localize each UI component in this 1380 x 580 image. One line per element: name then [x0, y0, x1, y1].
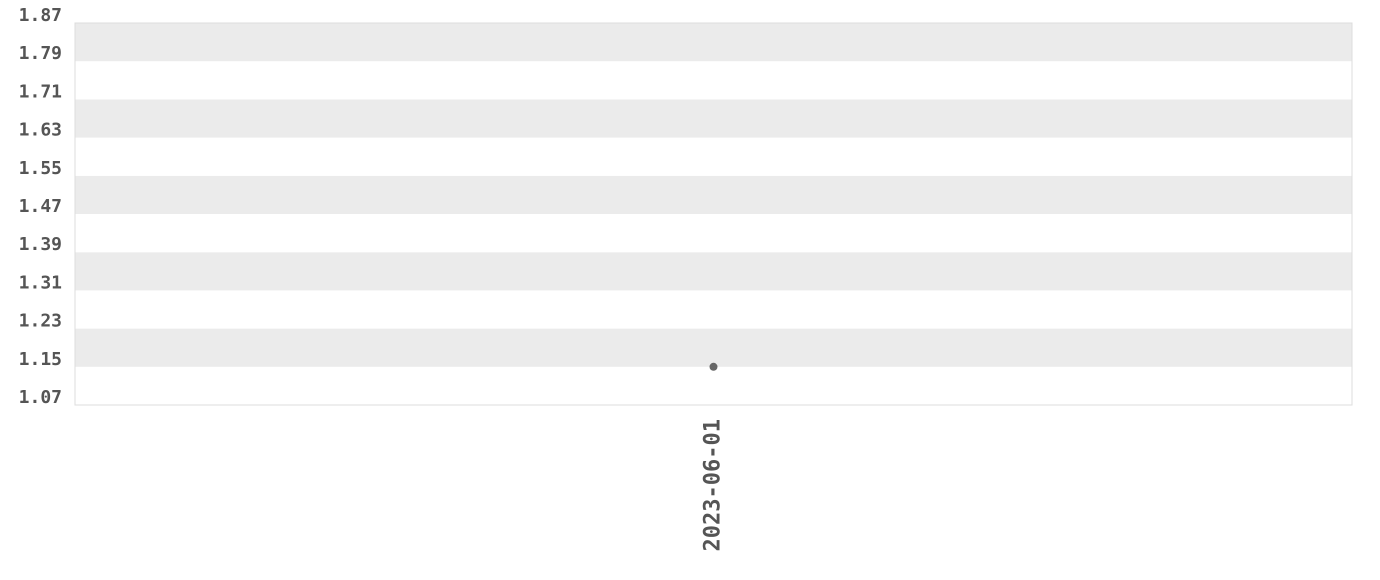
plot-border	[74, 22, 1353, 406]
y-tick-label: 1.79	[19, 43, 62, 64]
point	[709, 362, 718, 371]
x-tick-label: 2023-06-01	[701, 419, 726, 551]
y-tick-label: 1.55	[19, 158, 62, 179]
grid-band	[75, 214, 1352, 253]
y-tick-label: 1.39	[19, 234, 62, 255]
grid-band	[75, 23, 1352, 62]
y-tick-label: 1.31	[19, 272, 62, 293]
grid-band	[75, 290, 1352, 329]
grid-band	[75, 61, 1352, 100]
y-tick-label: 1.07	[19, 387, 62, 408]
y-tick-label: 1.63	[19, 120, 62, 141]
y-tick-label: 1.87	[19, 5, 62, 26]
y-tick-label: 1.15	[19, 349, 62, 370]
grid-band	[75, 252, 1352, 291]
grid-band	[75, 175, 1352, 214]
y-tick-label: 1.71	[19, 81, 62, 102]
grid-band	[75, 366, 1352, 405]
grid-band	[75, 328, 1352, 367]
y-tick-label: 1.23	[19, 311, 62, 332]
grid-band	[75, 99, 1352, 138]
grid-band	[75, 137, 1352, 176]
y-tick-label: 1.47	[19, 196, 62, 217]
